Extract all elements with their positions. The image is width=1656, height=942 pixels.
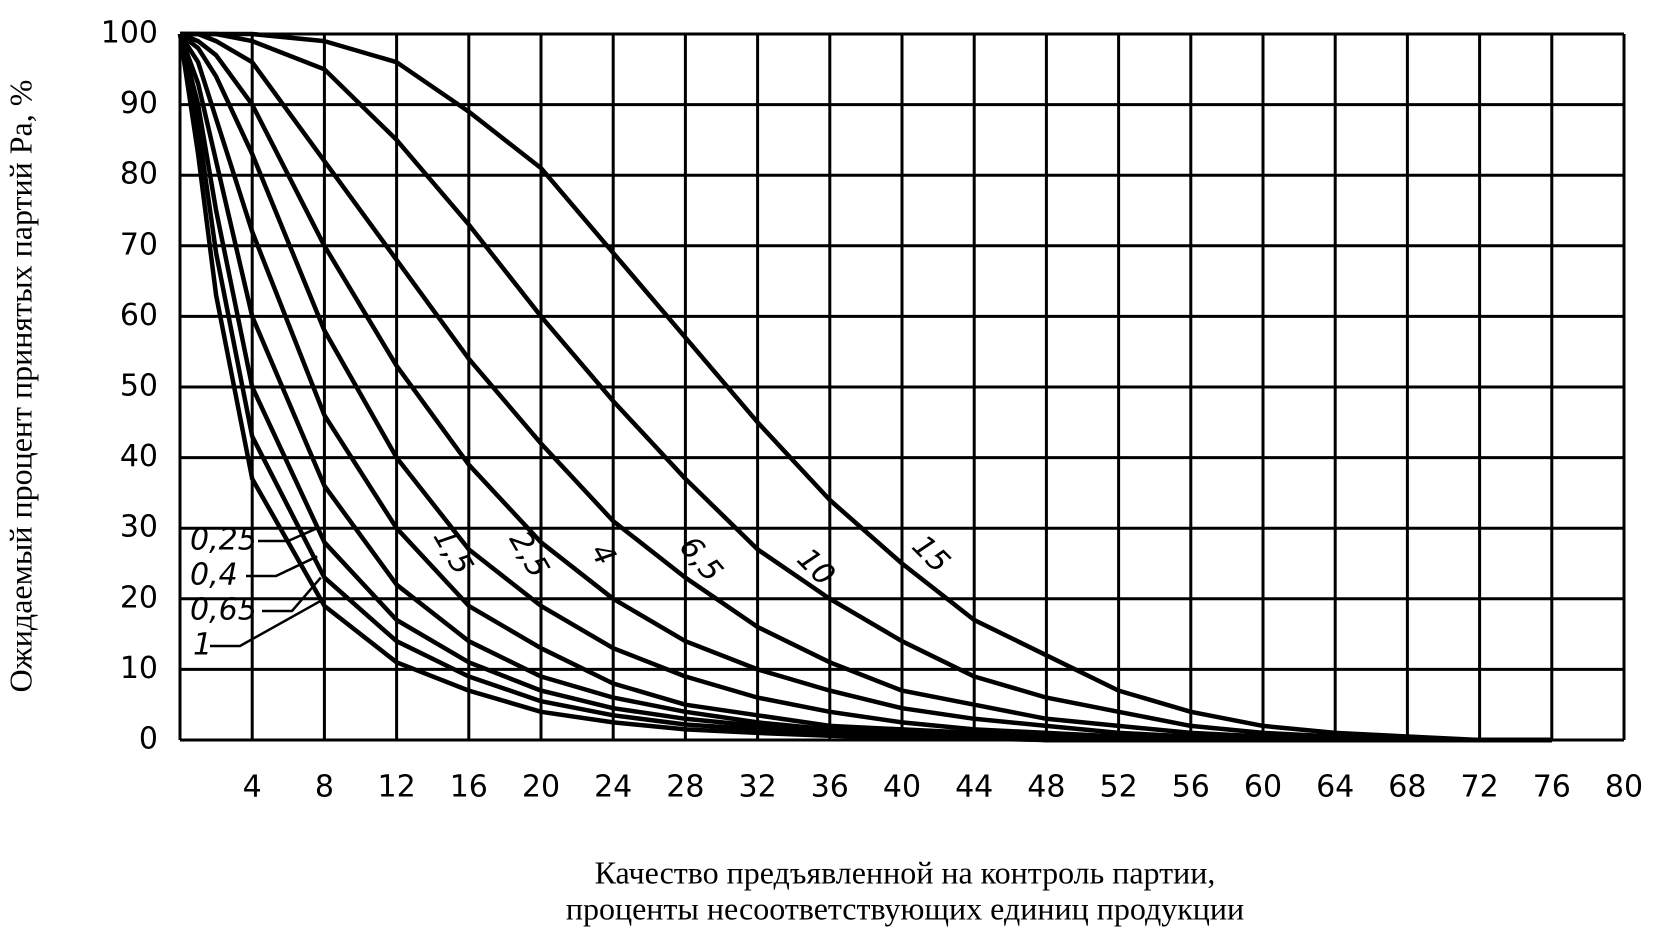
y-tick-label: 70 (120, 227, 158, 262)
curve (180, 31, 1552, 743)
y-tick-label: 80 (120, 157, 158, 192)
leader-line (258, 527, 318, 543)
y-tick-label: 40 (120, 439, 158, 474)
curve-label: 0,25 (190, 523, 257, 558)
curve (180, 31, 1552, 743)
y-tick-label: 10 (120, 651, 158, 686)
x-tick-label: 20 (522, 770, 560, 805)
curve-label: 2,5 (502, 525, 556, 584)
y-tick-label: 60 (120, 298, 158, 333)
x-tick-label: 40 (883, 770, 921, 805)
x-tick-label: 80 (1605, 770, 1643, 805)
y-tick-label: 100 (101, 16, 158, 51)
y-tick-label: 90 (120, 86, 158, 121)
x-tick-label: 44 (955, 770, 993, 805)
leader-line (246, 555, 318, 578)
curve-label: 6,5 (672, 530, 729, 589)
x-tick-label: 16 (450, 770, 488, 805)
curve-label: 4 (583, 537, 623, 571)
y-axis-title: Ожидаемый процент принятых партий Pa, % (2, 80, 38, 693)
y-tick-label: 20 (120, 580, 158, 615)
x-tick-label: 28 (666, 770, 704, 805)
leader-line (262, 576, 322, 613)
y-tick-label: 0 (139, 722, 158, 757)
curve-label: 0,65 (190, 593, 257, 628)
curve-label: 10 (790, 541, 842, 593)
x-axis-title: проценты несоответствующих единиц продук… (566, 890, 1244, 926)
x-tick-label: 24 (594, 770, 632, 805)
x-tick-label: 12 (378, 770, 416, 805)
x-axis-title: Качество предъявленной на контроль парти… (595, 854, 1216, 890)
x-tick-label: 52 (1100, 770, 1138, 805)
x-tick-label: 4 (243, 770, 262, 805)
x-tick-label: 48 (1027, 770, 1065, 805)
x-tick-label: 72 (1461, 770, 1499, 805)
curve-label: 1 (193, 628, 212, 663)
x-tick-label: 8 (315, 770, 334, 805)
x-tick-label: 64 (1316, 770, 1354, 805)
x-tick-label: 32 (739, 770, 777, 805)
curve (180, 31, 1552, 743)
x-tick-label: 68 (1388, 770, 1426, 805)
curve-label: 1,5 (426, 522, 480, 581)
x-tick-label: 60 (1244, 770, 1282, 805)
x-tick-label: 36 (811, 770, 849, 805)
curve-label: 0,4 (190, 558, 238, 593)
y-tick-label: 30 (120, 510, 158, 545)
y-tick-label: 50 (120, 369, 158, 404)
x-tick-label: 76 (1533, 770, 1571, 805)
x-tick-label: 56 (1172, 770, 1210, 805)
leader-line (210, 597, 326, 648)
